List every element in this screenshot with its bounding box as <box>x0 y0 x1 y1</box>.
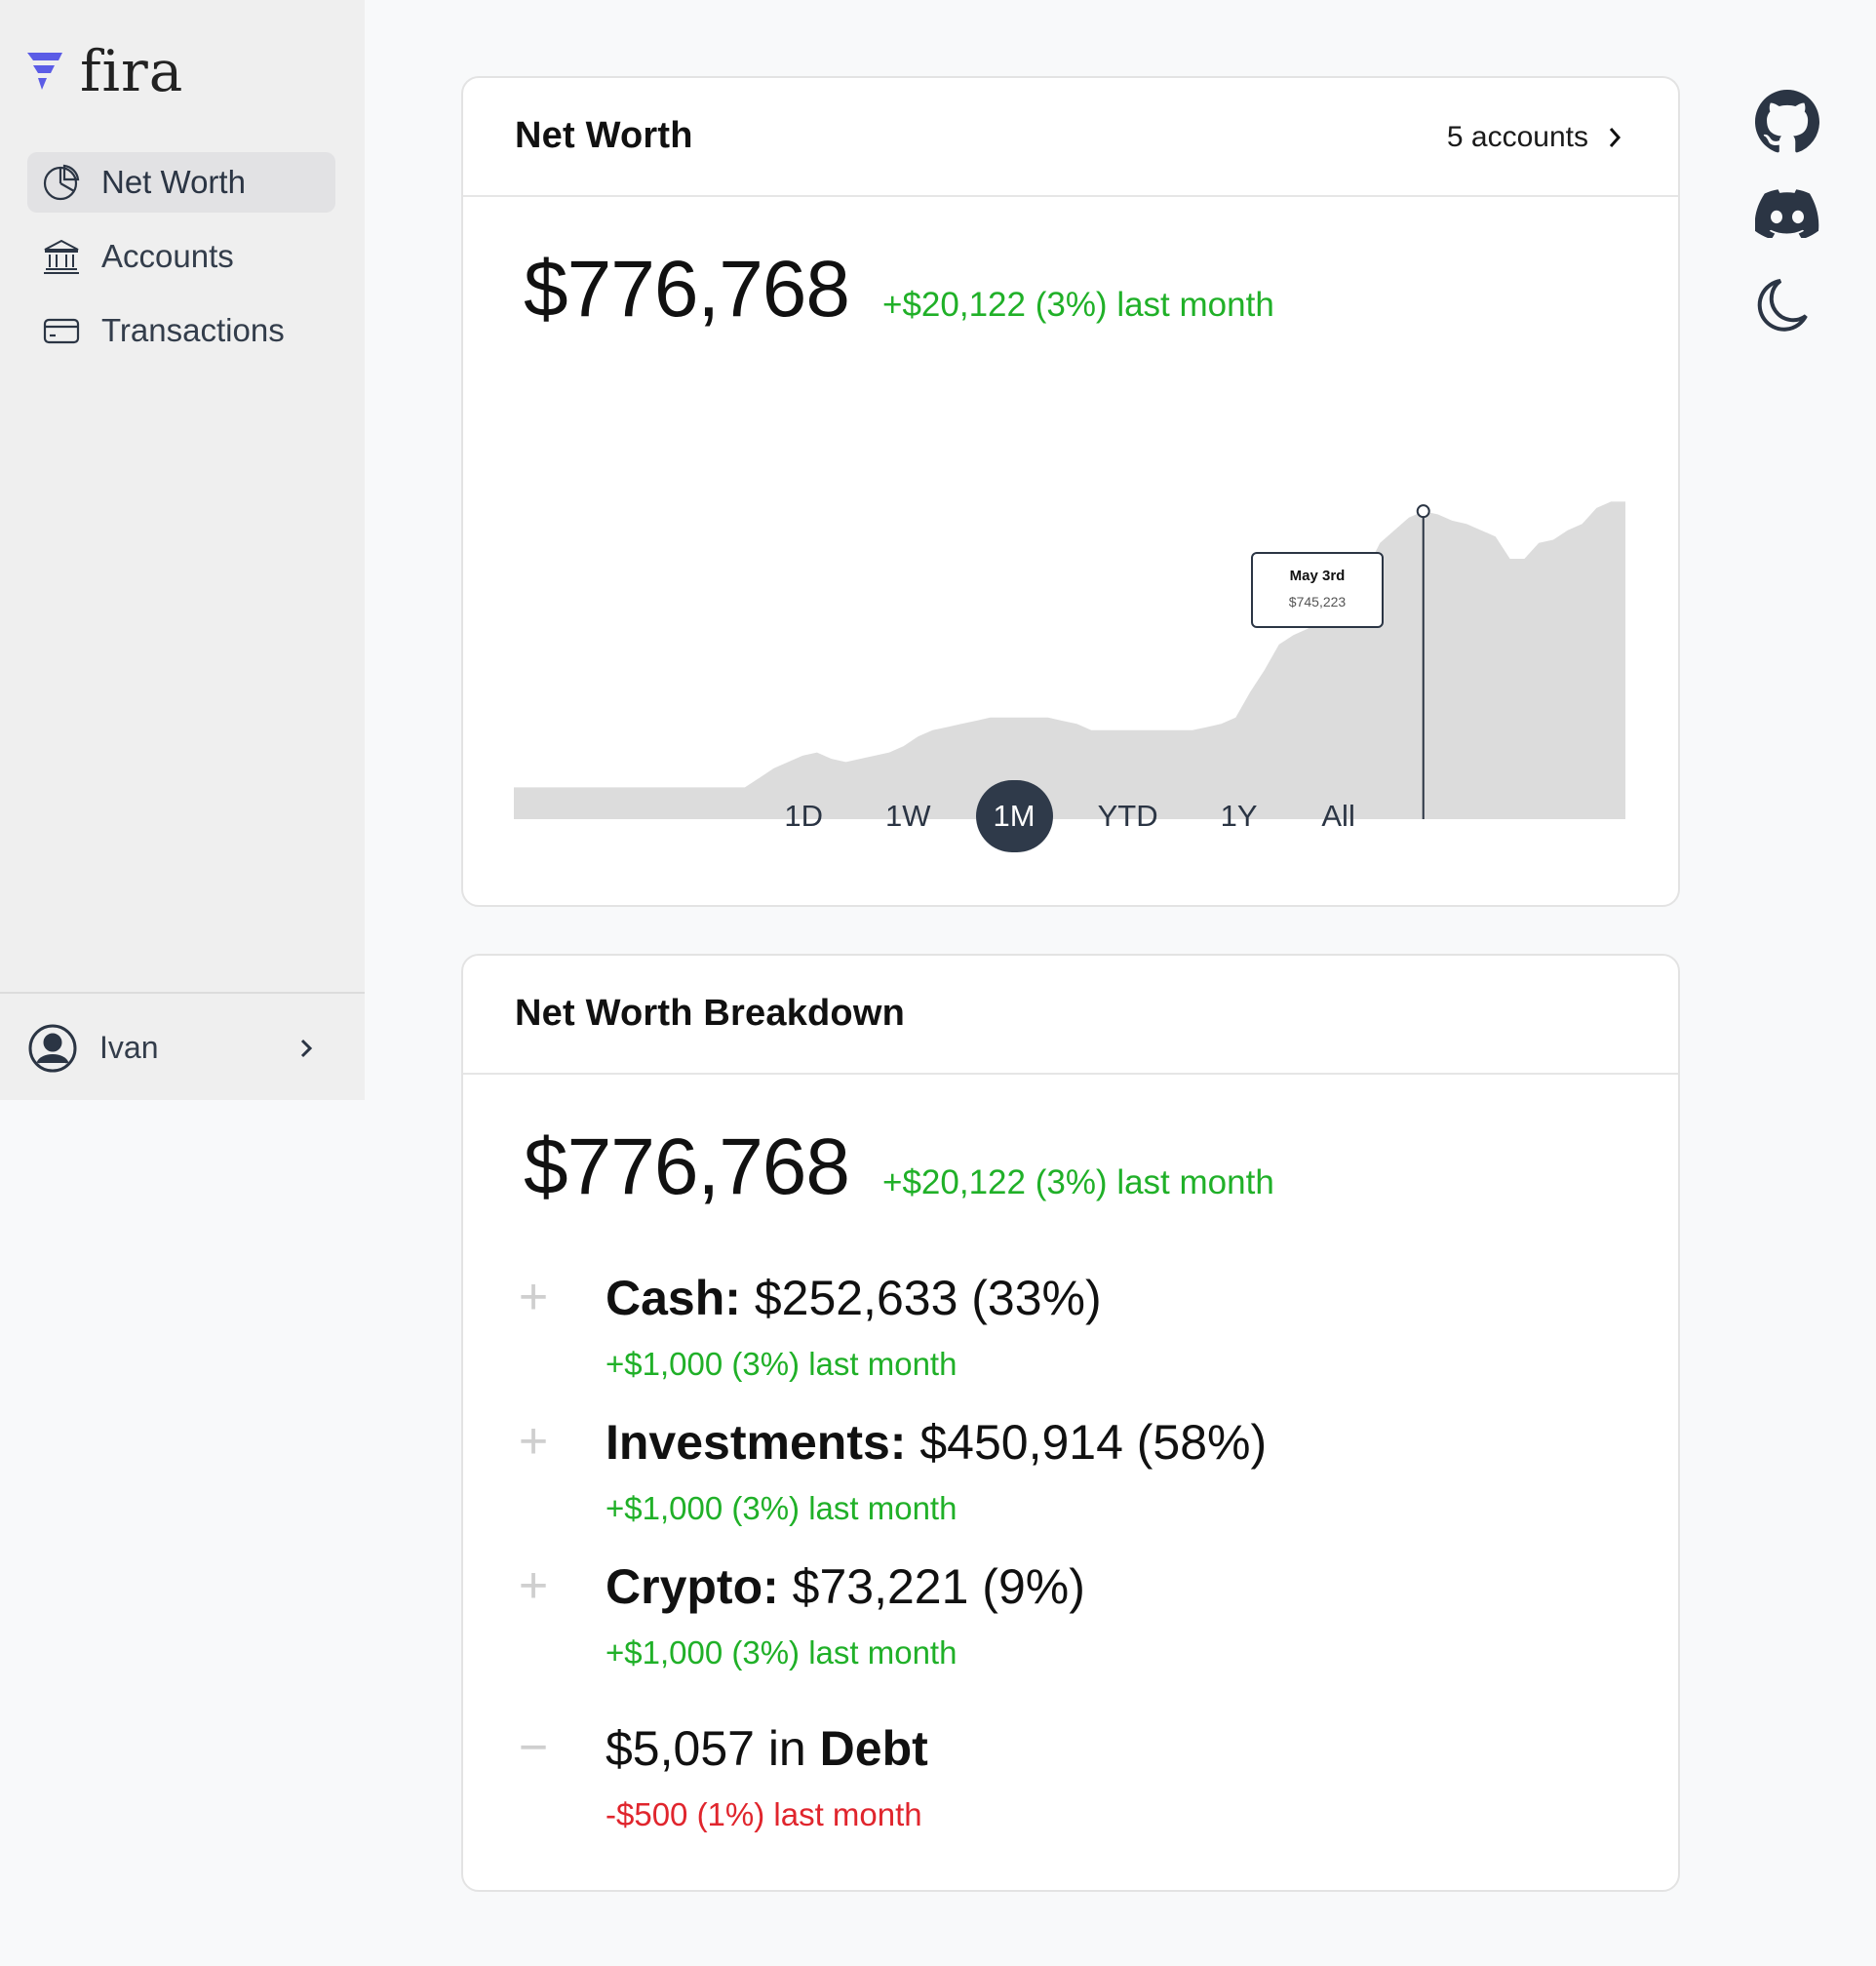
sidebar-item-accounts[interactable]: Accounts <box>27 226 335 287</box>
github-link[interactable] <box>1751 86 1823 158</box>
net-worth-summary: $776,768 +$20,122 (3%) last month <box>524 244 1274 335</box>
expand-icon[interactable]: + <box>518 1413 549 1470</box>
chevron-right-icon <box>1609 128 1622 147</box>
collapse-icon[interactable]: − <box>518 1719 549 1776</box>
sidebar-item-label: Net Worth <box>101 164 246 200</box>
app-name: fira <box>80 38 184 104</box>
chart-cursor-point <box>1416 504 1430 519</box>
sidebar: fira Net Worth <box>0 0 365 1100</box>
net-worth-chart[interactable]: May 3rd $745,223 <box>514 410 1625 819</box>
range-button-1d[interactable]: 1D <box>784 799 824 833</box>
user-menu[interactable]: Ivan <box>0 992 365 1102</box>
breakdown-item-debt: − $5,057 in Debt -$500 (1%) last month <box>514 1720 1586 1865</box>
chart-tooltip: May 3rd $745,223 <box>1251 552 1384 628</box>
range-button-ytd[interactable]: YTD <box>1097 799 1158 833</box>
logo[interactable]: fira <box>25 37 183 105</box>
range-button-1w[interactable]: 1W <box>885 799 931 833</box>
breakdown-change: +$1,000 (3%) last month <box>606 1346 958 1382</box>
breakdown-label: Crypto: <box>606 1559 779 1614</box>
sidebar-item-label: Transactions <box>101 312 285 348</box>
sidebar-item-net-worth[interactable]: Net Worth <box>27 152 335 213</box>
chevron-right-icon <box>300 1039 313 1057</box>
breakdown-summary: $776,768 +$20,122 (3%) last month <box>524 1121 1274 1213</box>
breakdown-list: + Cash: $252,633 (33%) +$1,000 (3%) last… <box>514 1270 1586 1865</box>
range-button-1y[interactable]: 1Y <box>1220 799 1258 833</box>
pie-chart-icon <box>41 162 82 203</box>
net-worth-value: $776,768 <box>524 245 850 334</box>
net-worth-breakdown-card: Net Worth Breakdown $776,768 +$20,122 (3… <box>461 954 1680 1892</box>
breakdown-amount: Investments: $450,914 (58%) <box>606 1414 1267 1471</box>
chart-area <box>514 501 1625 819</box>
credit-card-icon <box>41 310 82 351</box>
sidebar-nav: Net Worth Accounts <box>27 152 335 374</box>
user-name: Ivan <box>99 1030 159 1065</box>
breakdown-item-cash: + Cash: $252,633 (33%) +$1,000 (3%) last… <box>514 1270 1586 1414</box>
breakdown-value: $5,057 in <box>606 1721 806 1776</box>
breakdown-value: $450,914 (58%) <box>919 1415 1268 1470</box>
sidebar-item-transactions[interactable]: Transactions <box>27 300 335 361</box>
time-range-selector: 1D 1W 1M YTD 1Y All <box>463 780 1678 852</box>
github-icon <box>1755 90 1819 153</box>
expand-icon[interactable]: + <box>518 1269 549 1325</box>
bank-icon <box>41 236 82 277</box>
breakdown-value: $252,633 (33%) <box>754 1271 1102 1325</box>
area-chart[interactable] <box>514 410 1625 819</box>
expand-icon[interactable]: + <box>518 1557 549 1614</box>
accounts-link[interactable]: 5 accounts <box>1447 121 1623 154</box>
discord-link[interactable] <box>1751 177 1823 250</box>
breakdown-label: Debt <box>819 1721 928 1776</box>
card-title: Net Worth <box>515 115 693 156</box>
net-worth-change: +$20,122 (3%) last month <box>882 286 1274 324</box>
breakdown-amount: $5,057 in Debt <box>606 1720 928 1777</box>
range-button-1m[interactable]: 1M <box>975 780 1053 852</box>
card-header: Net Worth 5 accounts <box>463 78 1678 197</box>
moon-icon <box>1757 279 1808 332</box>
tooltip-date: May 3rd <box>1289 568 1346 584</box>
fira-logo-icon <box>27 53 62 90</box>
accounts-link-label: 5 accounts <box>1446 121 1588 153</box>
breakdown-amount: Cash: $252,633 (33%) <box>606 1270 1102 1326</box>
breakdown-label: Cash: <box>606 1271 741 1325</box>
breakdown-change: -$500 (1%) last month <box>606 1796 922 1832</box>
breakdown-item-investments: + Investments: $450,914 (58%) +$1,000 (3… <box>514 1414 1586 1558</box>
breakdown-total-change: +$20,122 (3%) last month <box>882 1163 1274 1201</box>
breakdown-value: $73,221 (9%) <box>792 1559 1085 1614</box>
breakdown-total-value: $776,768 <box>524 1122 850 1211</box>
theme-toggle[interactable] <box>1751 269 1823 341</box>
card-header: Net Worth Breakdown <box>463 956 1678 1075</box>
card-title: Net Worth Breakdown <box>515 993 906 1034</box>
range-button-all[interactable]: All <box>1321 799 1355 833</box>
breakdown-label: Investments: <box>606 1415 907 1470</box>
breakdown-item-crypto: + Crypto: $73,221 (9%) +$1,000 (3%) last… <box>514 1558 1586 1703</box>
discord-icon <box>1755 189 1819 238</box>
sidebar-item-label: Accounts <box>101 238 234 274</box>
breakdown-change: +$1,000 (3%) last month <box>606 1634 958 1671</box>
external-links <box>1751 86 1823 361</box>
breakdown-amount: Crypto: $73,221 (9%) <box>606 1558 1085 1615</box>
net-worth-card: Net Worth 5 accounts $776,768 +$20,122 (… <box>461 76 1680 907</box>
avatar <box>28 1024 77 1072</box>
breakdown-change: +$1,000 (3%) last month <box>606 1490 958 1526</box>
tooltip-value: $745,223 <box>1288 594 1347 609</box>
